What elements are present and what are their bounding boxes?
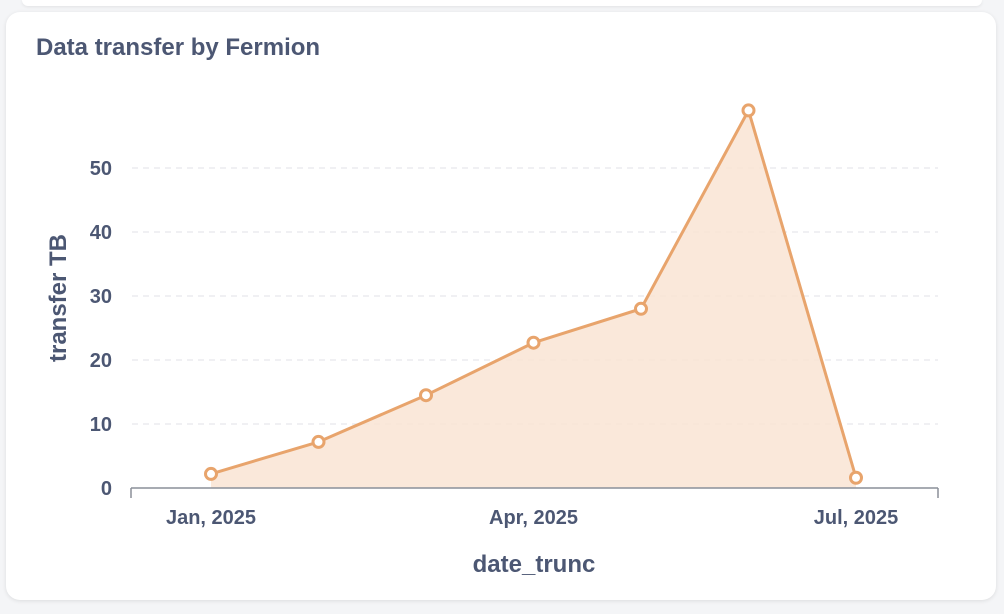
x-axis xyxy=(130,487,939,498)
x-tick-label: Jan, 2025 xyxy=(166,507,256,529)
y-axis-title: transfer TB xyxy=(45,234,72,362)
x-axis-ticks: Jan, 2025 Apr, 2025 Jul, 2025 xyxy=(166,507,898,529)
y-tick-label: 40 xyxy=(90,222,112,244)
x-tick-label: Apr, 2025 xyxy=(489,507,578,529)
chart-title[interactable]: Data transfer by Fermion xyxy=(36,34,321,61)
chart-card: Data transfer by Fermion xyxy=(6,12,996,600)
y-tick-label: 0 xyxy=(101,478,112,500)
data-point xyxy=(526,335,541,350)
data-point xyxy=(849,470,863,485)
area-fill-group xyxy=(211,110,856,489)
y-tick-label: 10 xyxy=(90,414,112,436)
x-tick-label: Jul, 2025 xyxy=(814,507,899,529)
data-point xyxy=(204,466,218,481)
y-tick-label: 20 xyxy=(90,350,112,372)
data-point xyxy=(634,301,648,316)
data-point xyxy=(311,434,326,449)
x-axis-title: date_trunc xyxy=(473,551,596,578)
y-tick-label: 30 xyxy=(90,286,112,308)
y-axis-ticks: 0 10 20 30 40 50 xyxy=(90,158,112,500)
area-fill xyxy=(211,110,856,489)
y-tick-label: 50 xyxy=(90,158,112,180)
data-point xyxy=(419,388,433,403)
previous-card-edge xyxy=(22,0,982,6)
data-point xyxy=(741,103,756,118)
data-points xyxy=(204,103,863,485)
